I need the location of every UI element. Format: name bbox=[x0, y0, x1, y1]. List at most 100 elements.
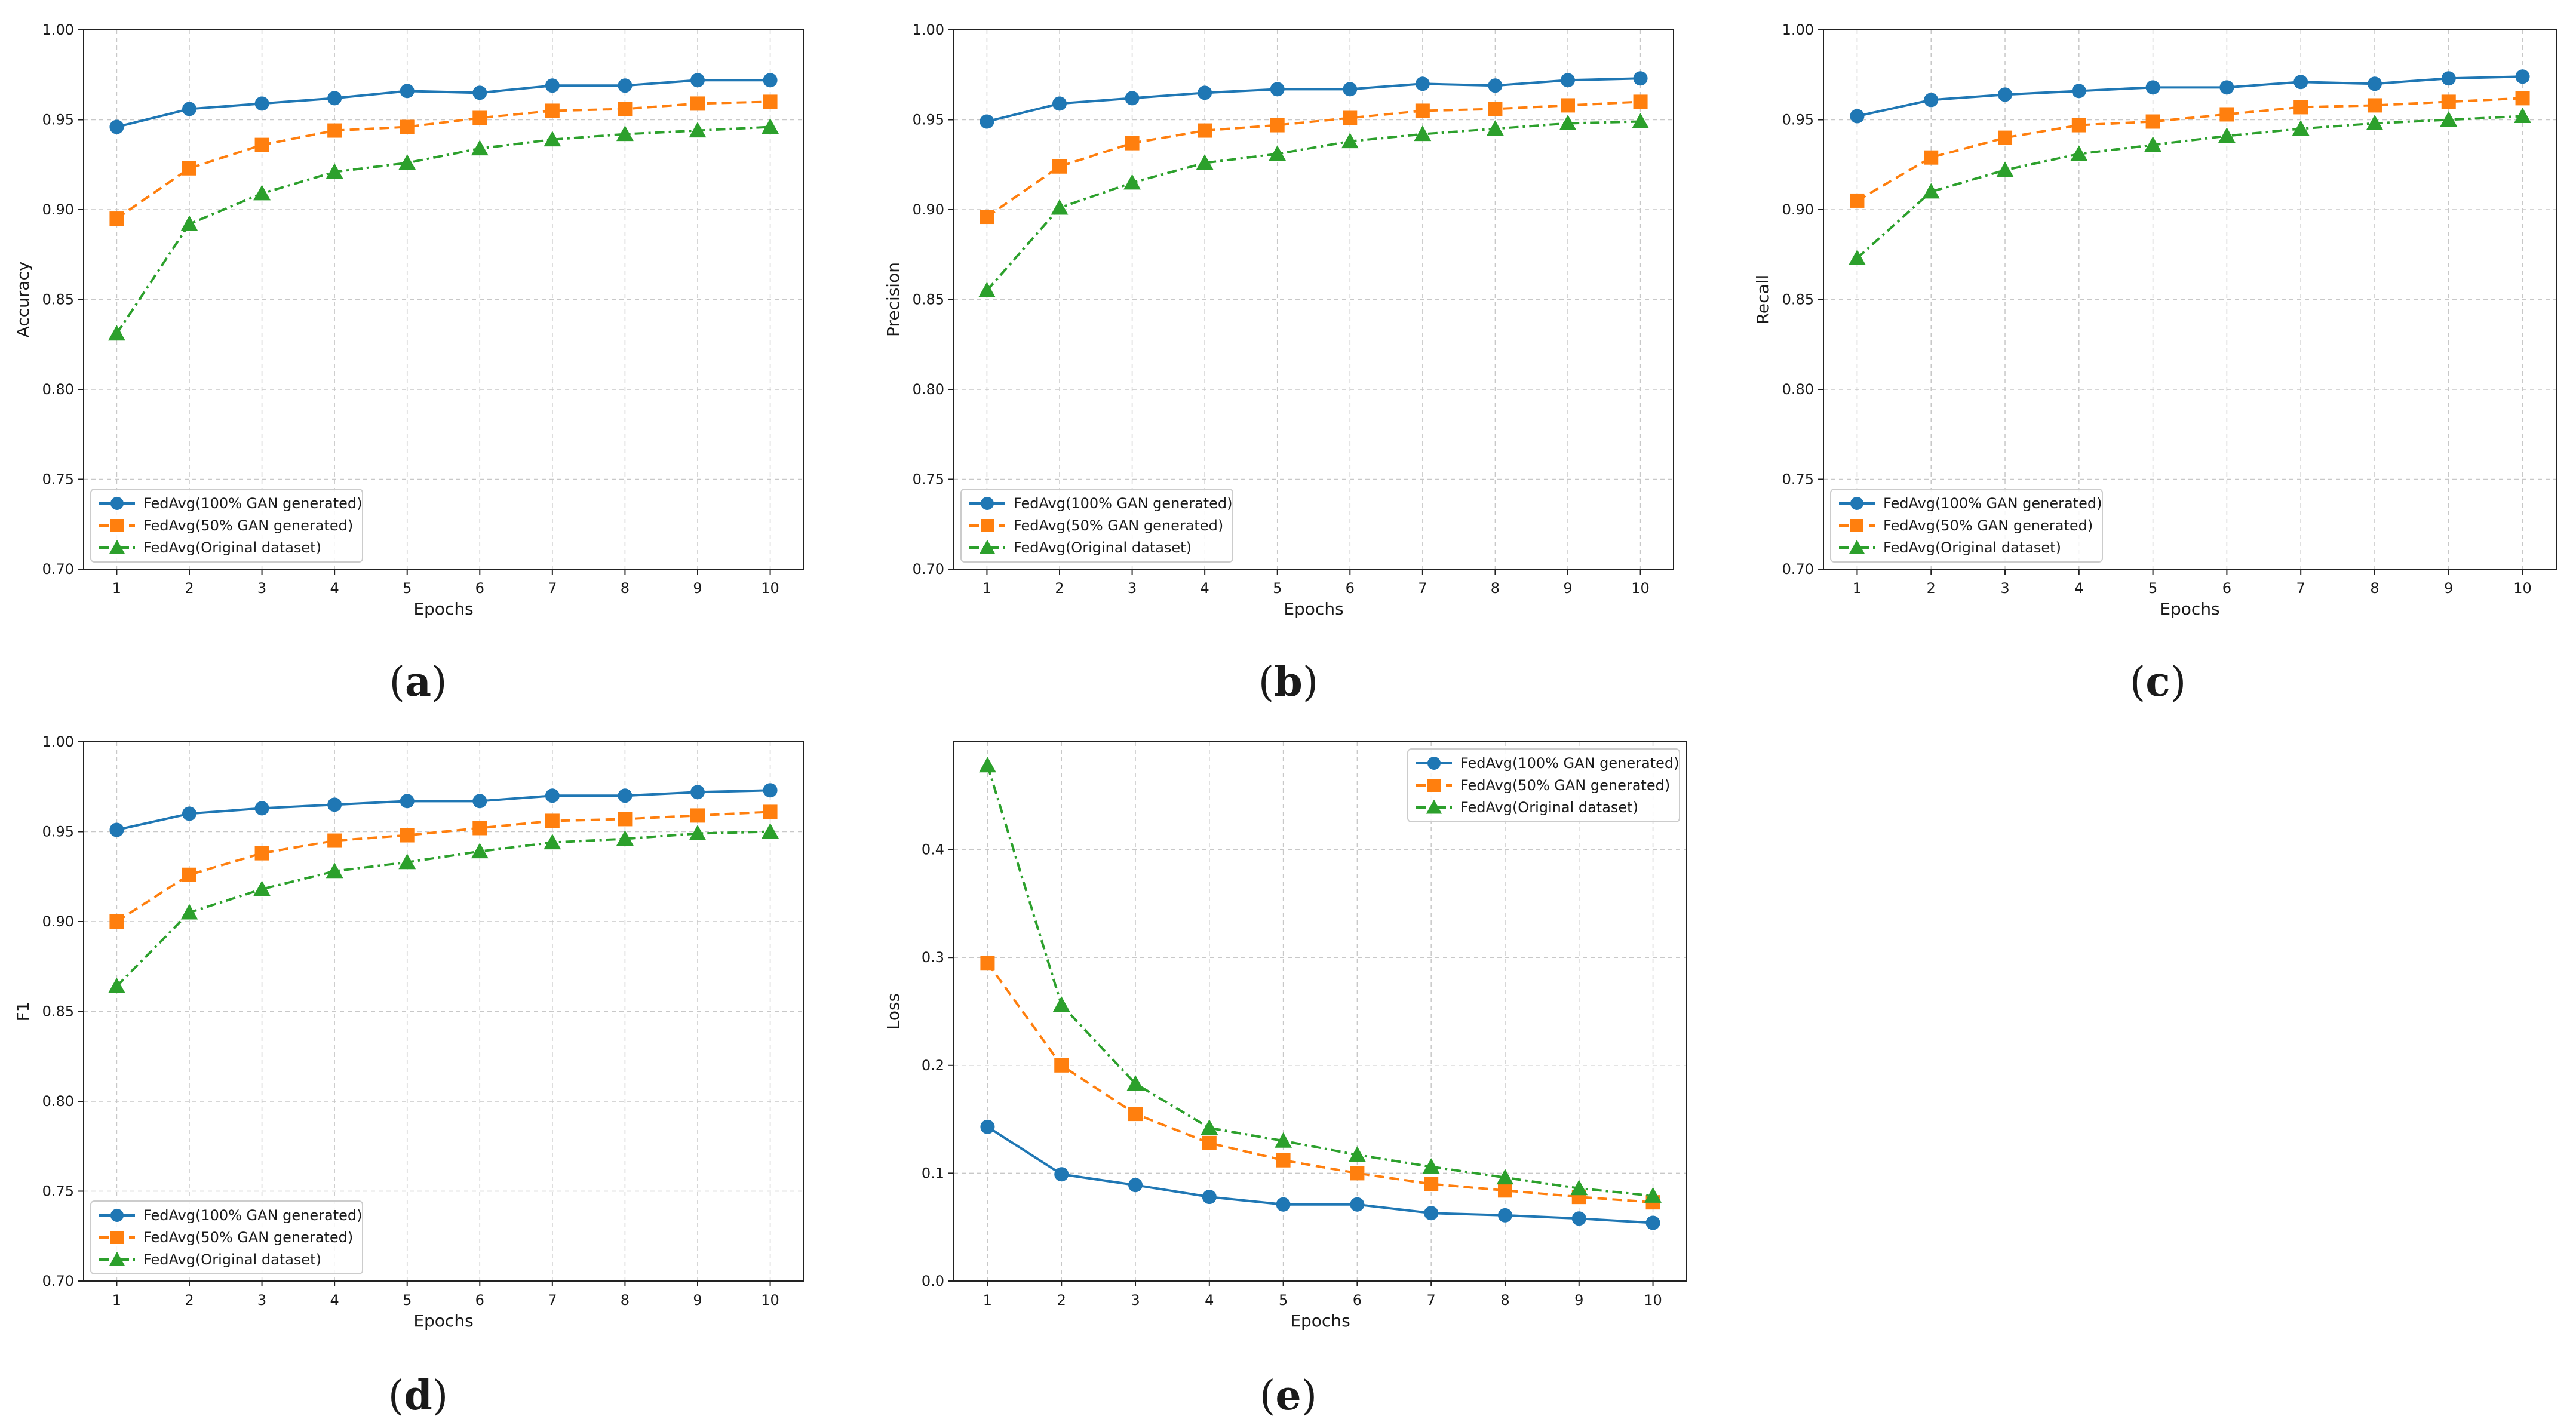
y-tick-label: 0.75 bbox=[42, 1183, 74, 1200]
caption-close-paren: ) bbox=[2170, 659, 2187, 706]
caption-close-paren: ) bbox=[431, 659, 447, 706]
series-line bbox=[986, 77, 1641, 123]
data-point bbox=[1424, 1206, 1439, 1221]
data-point bbox=[1850, 109, 1865, 124]
data-point bbox=[1487, 120, 1504, 136]
y-axis-label: Recall bbox=[1753, 275, 1773, 325]
x-tick-label: 1 bbox=[983, 1292, 992, 1309]
caption-close-paren: ) bbox=[1303, 659, 1319, 706]
data-point bbox=[182, 161, 197, 176]
data-point bbox=[327, 833, 342, 848]
legend-box bbox=[90, 489, 363, 563]
x-tick-label: 8 bbox=[2370, 580, 2379, 597]
legend-marker bbox=[981, 497, 994, 510]
data-point bbox=[1424, 1177, 1439, 1191]
data-point bbox=[1570, 1180, 1588, 1196]
panel-caption: (b) bbox=[1258, 658, 1319, 706]
data-point bbox=[1202, 1135, 1217, 1150]
data-point bbox=[2514, 108, 2531, 123]
y-tick-label: 0.0 bbox=[922, 1273, 944, 1289]
y-tick-label: 0.75 bbox=[913, 471, 944, 488]
x-axis-label: Epochs bbox=[1290, 1311, 1350, 1331]
data-point bbox=[182, 867, 197, 882]
data-point bbox=[398, 853, 416, 870]
caption-letter: c bbox=[2145, 658, 2170, 706]
legend-label: FedAvg(50% GAN generated) bbox=[1883, 517, 2093, 534]
legend: FedAvg(100% GAN generated) FedAvg(50% GAN… bbox=[1830, 489, 2103, 563]
data-point bbox=[1415, 76, 1430, 91]
data-point bbox=[1998, 87, 2013, 102]
series-line bbox=[116, 810, 770, 923]
data-point bbox=[1850, 193, 1865, 208]
x-tick-label: 10 bbox=[2513, 580, 2532, 597]
x-tick-label: 5 bbox=[2148, 580, 2157, 597]
data-point bbox=[2219, 80, 2234, 95]
x-tick-label: 9 bbox=[1563, 580, 1572, 597]
legend-marker bbox=[1427, 757, 1441, 770]
data-point bbox=[763, 94, 778, 109]
x-tick-label: 4 bbox=[1201, 580, 1209, 597]
data-point bbox=[108, 977, 125, 993]
x-tick-label: 5 bbox=[403, 1292, 412, 1309]
data-point bbox=[1128, 1107, 1143, 1122]
data-point bbox=[690, 808, 705, 823]
data-point bbox=[180, 215, 198, 231]
x-axis-label: Epochs bbox=[1284, 599, 1343, 619]
caption-open-paren: ( bbox=[388, 1372, 404, 1420]
data-point bbox=[616, 125, 634, 142]
plot-frame bbox=[953, 741, 1687, 1282]
y-tick-label: 0.70 bbox=[42, 561, 74, 578]
data-point bbox=[182, 102, 197, 116]
data-point bbox=[618, 788, 633, 803]
x-tick-label: 3 bbox=[2000, 580, 2009, 597]
y-tick-label: 0.80 bbox=[42, 381, 74, 398]
data-point bbox=[1414, 125, 1432, 142]
y-tick-label: 0.2 bbox=[922, 1057, 944, 1074]
data-point bbox=[1559, 115, 1577, 131]
data-point bbox=[689, 825, 707, 841]
x-tick-label: 1 bbox=[112, 1292, 121, 1309]
data-point bbox=[1126, 1075, 1144, 1091]
x-axis-label: Epochs bbox=[413, 1311, 473, 1331]
y-tick-label: 0.95 bbox=[913, 112, 944, 128]
data-point bbox=[545, 813, 560, 828]
legend-marker bbox=[1850, 497, 1863, 510]
x-tick-label: 2 bbox=[185, 1292, 194, 1309]
x-tick-label: 10 bbox=[1631, 580, 1650, 597]
y-tick-label: 0.85 bbox=[42, 291, 74, 308]
data-point bbox=[1052, 96, 1067, 111]
x-tick-label: 10 bbox=[761, 1292, 779, 1309]
data-point bbox=[109, 822, 124, 837]
x-tick-label: 1 bbox=[112, 580, 121, 597]
data-point bbox=[690, 96, 705, 111]
data-point bbox=[472, 110, 487, 125]
data-point bbox=[400, 794, 415, 809]
x-tick-label: 7 bbox=[1427, 1292, 1436, 1309]
chart-panel-b: 1 2 3 4 5 6 7 8 9 10 0.70 0.75 0.80 0.85 0.90 0.95 1.00 E… bbox=[883, 22, 1674, 706]
data-point bbox=[1996, 161, 2014, 177]
data-point bbox=[2219, 107, 2234, 122]
data-point bbox=[2366, 115, 2384, 131]
x-tick-label: 8 bbox=[1500, 1292, 1509, 1309]
caption-open-paren: ( bbox=[2130, 659, 2146, 706]
data-point bbox=[1198, 123, 1212, 138]
x-tick-label: 2 bbox=[1057, 1292, 1066, 1309]
data-point bbox=[1560, 98, 1575, 113]
x-axis-label: Epochs bbox=[2160, 599, 2219, 619]
data-point bbox=[980, 114, 994, 129]
x-tick-label: 9 bbox=[2444, 580, 2453, 597]
data-point bbox=[545, 788, 560, 803]
data-point bbox=[980, 210, 994, 225]
x-tick-label: 2 bbox=[1055, 580, 1064, 597]
data-point bbox=[254, 846, 269, 861]
series-line bbox=[116, 79, 770, 128]
data-point bbox=[1924, 93, 1939, 108]
chart-panel-a: 1 2 3 4 5 6 7 8 9 10 0.70 0.75 0.80 0.85 0.90 0.95 1.00 E… bbox=[13, 22, 804, 706]
caption-letter: e bbox=[1275, 1372, 1301, 1420]
y-tick-label: 0.90 bbox=[42, 913, 74, 930]
data-point bbox=[1051, 199, 1069, 215]
data-point bbox=[471, 843, 489, 859]
x-tick-label: 1 bbox=[1853, 580, 1862, 597]
series-line bbox=[116, 830, 770, 987]
